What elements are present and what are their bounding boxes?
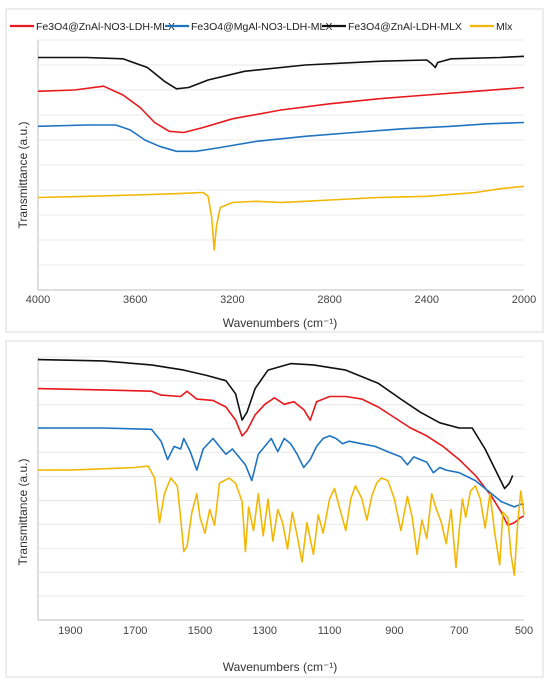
x-tick-label: 2400: [415, 294, 439, 306]
x-tick-label: 4000: [26, 294, 50, 306]
panel-border: [5, 8, 544, 333]
series-line: [38, 427, 524, 508]
x-tick-label: 1300: [253, 625, 277, 637]
legend-label: Fe3O4@MgAl-NO3-LDH-MLX: [191, 21, 332, 33]
legend-item: Fe3O4@MgAl-NO3-LDH-MLX: [165, 21, 332, 33]
x-axis-title: Wavenumbers (cm⁻¹): [223, 316, 338, 330]
x-tick-label: 700: [450, 625, 468, 637]
y-axis-title: Transmittance (a.u.): [16, 459, 30, 566]
legend-item: Mlx: [470, 21, 513, 33]
x-axis-title: Wavenumbers (cm⁻¹): [223, 660, 338, 674]
series-line: [37, 121, 525, 153]
x-tick-label: 2000: [512, 294, 536, 306]
series-line: [38, 465, 525, 577]
chart-panel-bottom: 1900 1700 1500 1300 1100 900 700 500 Wavenumber…: [5, 340, 544, 678]
x-tick-label: 1500: [188, 625, 212, 637]
chart-panel-top: Fe3O4@ZnAl-NO3-LDH-MLX Fe3O4@MgAl-NO3-LD…: [5, 8, 544, 333]
x-tick-label: 500: [515, 625, 533, 637]
x-tick-label: 3600: [123, 294, 147, 306]
series-line: [37, 185, 525, 251]
plot-area: 1900 1700 1500 1300 1100 900 700 500: [37, 356, 533, 637]
plot-area: 4000 3600 3200 2800 2400 2000: [26, 39, 536, 306]
series-line: [38, 55, 525, 90]
legend-label: Fe3O4@ZnAl-NO3-LDH-MLX: [36, 21, 175, 33]
legend-item: Fe3O4@ZnAl-NO3-LDH-MLX: [10, 21, 175, 33]
legend-label: Fe3O4@ZnAl-LDH-MLX: [348, 21, 462, 33]
legend-label: Mlx: [496, 21, 513, 33]
x-tick-label: 900: [385, 625, 403, 637]
x-tick-label: 1900: [58, 625, 82, 637]
legend-item: Fe3O4@ZnAl-LDH-MLX: [322, 21, 462, 33]
x-tick-label: 2800: [317, 294, 341, 306]
series-line: [37, 85, 525, 134]
x-tick-label: 1700: [123, 625, 147, 637]
series-line: [37, 387, 525, 527]
series-line: [37, 358, 514, 490]
y-axis-title: Transmittance (a.u.): [16, 122, 30, 229]
x-tick-label: 1100: [318, 625, 342, 637]
x-tick-label: 3200: [220, 294, 244, 306]
legend: Fe3O4@ZnAl-NO3-LDH-MLX Fe3O4@MgAl-NO3-LD…: [10, 21, 513, 33]
